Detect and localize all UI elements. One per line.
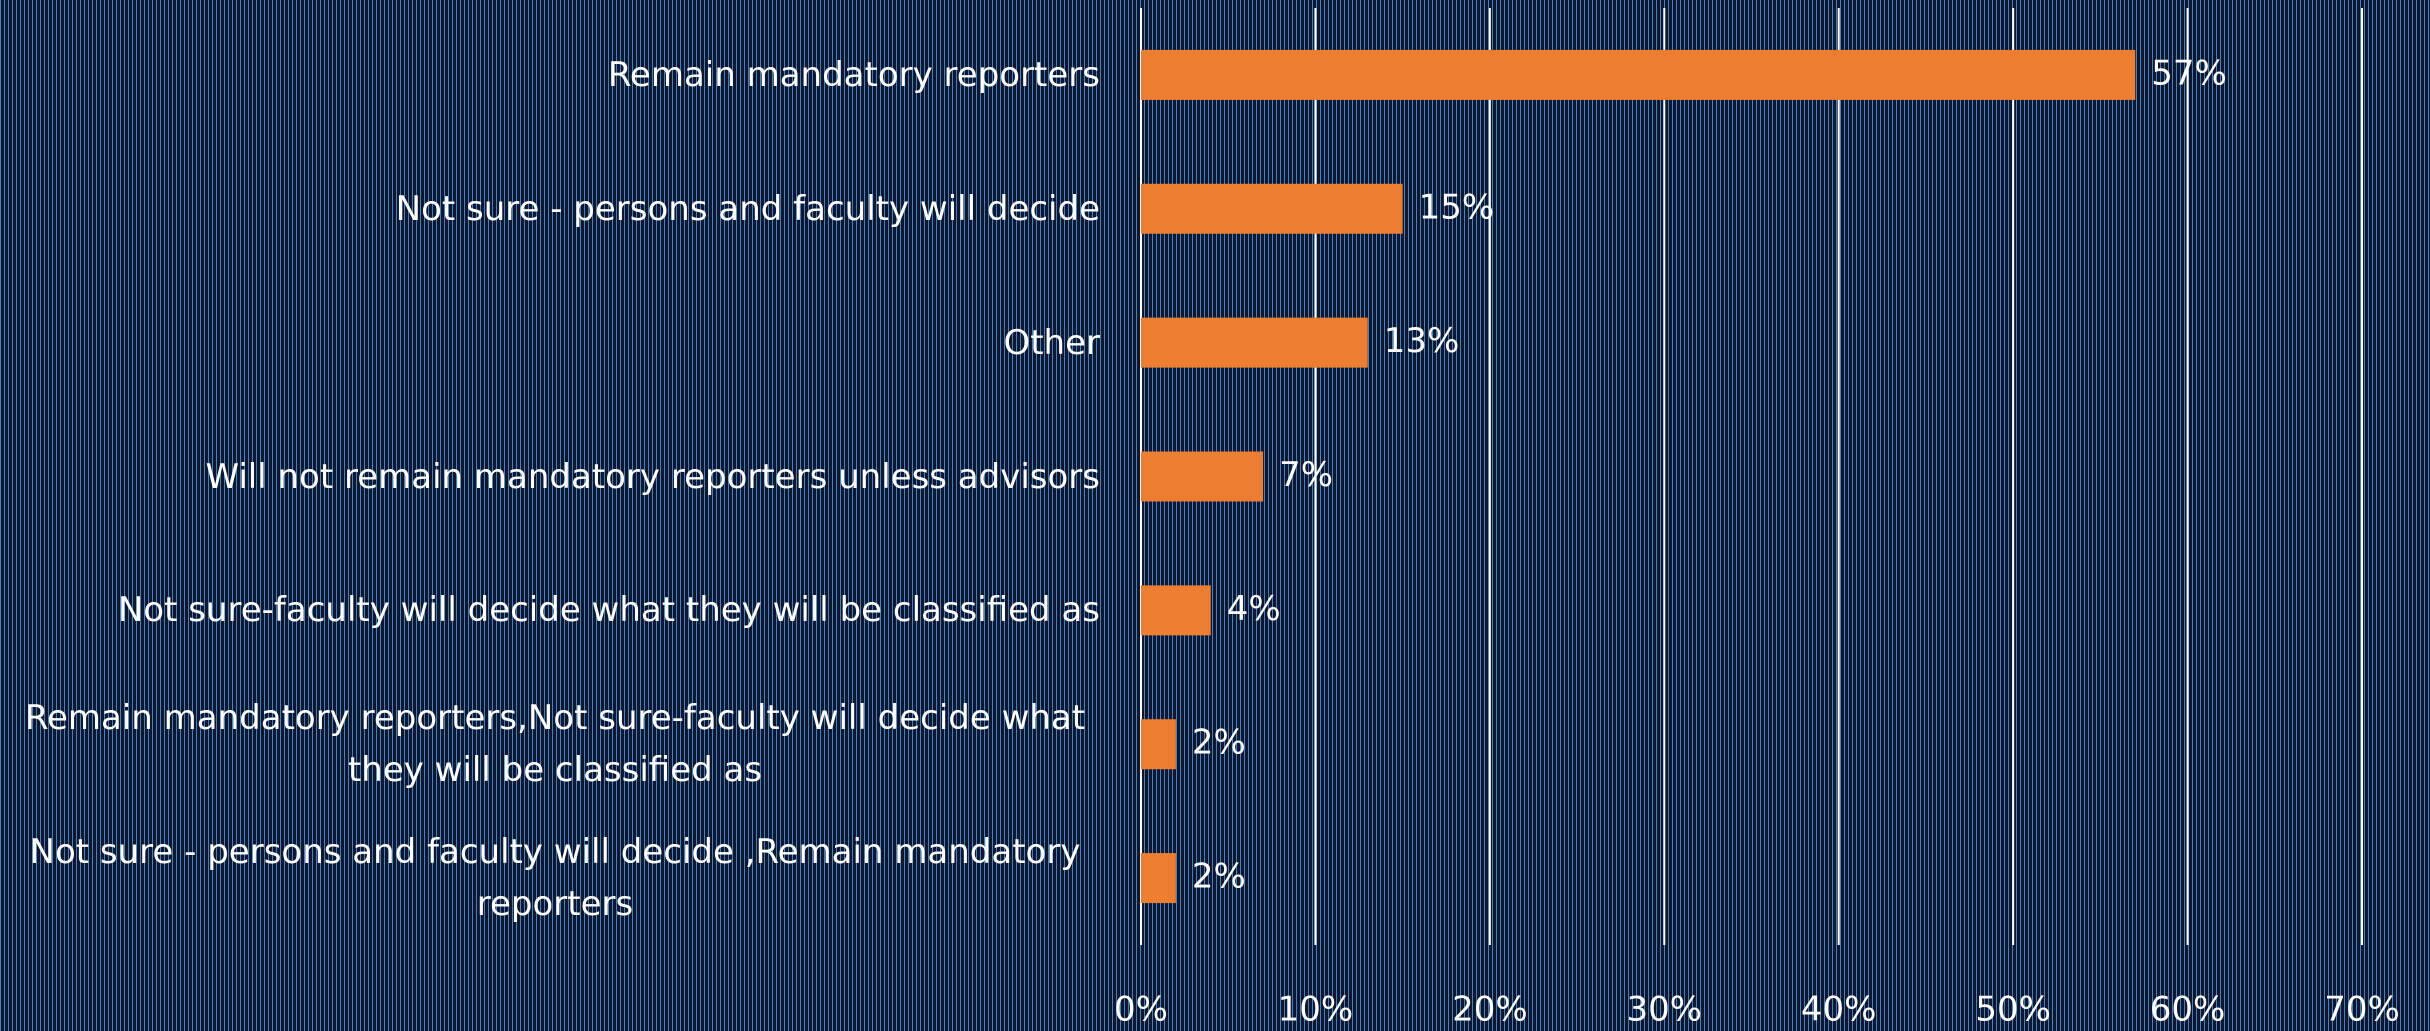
category-label-box: Not sure-faculty will decide what they w… bbox=[0, 545, 1100, 675]
x-tick-label: 0% bbox=[1114, 990, 1168, 1030]
x-tick-label: 50% bbox=[1975, 990, 2051, 1030]
y-tick-label: Not sure - persons and faculty will deci… bbox=[29, 832, 1081, 925]
data-label: 4% bbox=[1227, 589, 1281, 629]
bar bbox=[1141, 317, 1368, 368]
category-label-box: Not sure - persons and faculty will deci… bbox=[0, 144, 1100, 274]
x-tick-label: 40% bbox=[1801, 990, 1877, 1030]
y-tick-label: Remain mandatory reporters bbox=[607, 54, 1100, 95]
bar bbox=[1141, 451, 1264, 502]
category-label-box: Other bbox=[0, 278, 1100, 408]
y-tick-label: Remain mandatory reporters,Not sure-facu… bbox=[24, 698, 1086, 791]
bar bbox=[1141, 719, 1176, 770]
y-tick-label: Other bbox=[1003, 322, 1100, 363]
data-label: 13% bbox=[1384, 321, 1460, 361]
x-tick-label: 20% bbox=[1452, 990, 1528, 1030]
category-label-box: Not sure - persons and faculty will deci… bbox=[0, 813, 1100, 943]
y-tick-label: Not sure - persons and faculty will deci… bbox=[395, 188, 1100, 229]
category-label-box: Remain mandatory reporters bbox=[0, 10, 1100, 140]
bar bbox=[1141, 183, 1403, 234]
x-tick-label: 70% bbox=[2324, 990, 2400, 1030]
x-tick-label: 10% bbox=[1278, 990, 1354, 1030]
y-tick-label: Will not remain mandatory reporters unle… bbox=[205, 456, 1100, 497]
x-tick-label: 30% bbox=[1626, 990, 1702, 1030]
data-label: 2% bbox=[1192, 857, 1246, 897]
data-label: 7% bbox=[1279, 455, 1333, 495]
x-tick-label: 60% bbox=[2150, 990, 2226, 1030]
bar bbox=[1141, 853, 1176, 904]
category-label-box: Will not remain mandatory reporters unle… bbox=[0, 412, 1100, 542]
data-label: 2% bbox=[1192, 723, 1246, 763]
data-label: 15% bbox=[1419, 187, 1495, 227]
category-label-box: Remain mandatory reporters,Not sure-facu… bbox=[0, 679, 1100, 809]
bar bbox=[1141, 49, 2136, 100]
y-tick-label: Not sure-faculty will decide what they w… bbox=[117, 590, 1100, 631]
bar bbox=[1141, 585, 1211, 636]
data-label: 57% bbox=[2151, 53, 2227, 93]
